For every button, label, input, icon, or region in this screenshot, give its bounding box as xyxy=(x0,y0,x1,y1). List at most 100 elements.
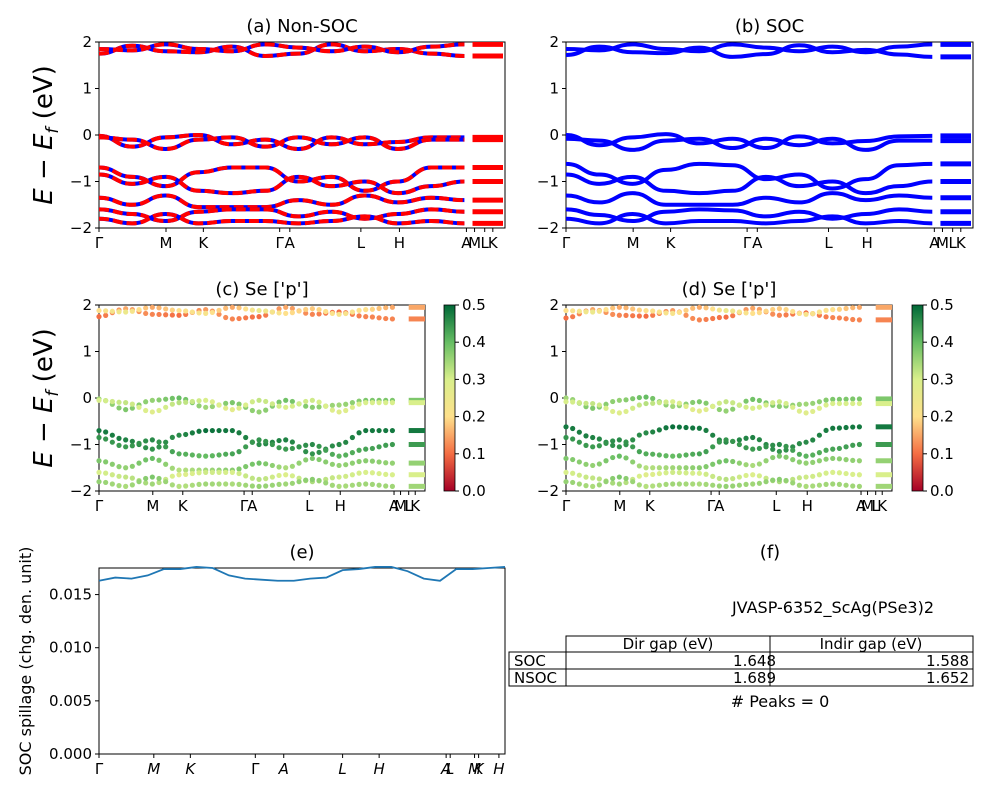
scatter-point xyxy=(830,314,836,321)
scatter-point xyxy=(343,407,349,414)
scatter-point xyxy=(223,469,229,475)
scatter-point xyxy=(630,396,636,402)
scatter-point xyxy=(683,424,689,431)
scatter-point xyxy=(630,479,636,485)
scatter-point xyxy=(203,481,209,487)
x-tick-label: H xyxy=(373,760,384,778)
scatter-point xyxy=(223,427,229,434)
scatter-point xyxy=(596,436,602,442)
scatter-point xyxy=(763,479,769,485)
scatter-point xyxy=(276,310,282,316)
scatter-point xyxy=(650,465,656,471)
scatter-point xyxy=(583,483,589,489)
scatter-point xyxy=(663,465,669,471)
scatter-point xyxy=(756,397,762,404)
scatter-point xyxy=(209,403,215,410)
scatter-point xyxy=(763,402,769,408)
x-tick-label: M xyxy=(147,760,160,778)
scatter-point xyxy=(169,395,175,401)
band-tail xyxy=(875,304,892,310)
scatter-point xyxy=(710,306,716,312)
band-tail xyxy=(875,424,892,430)
scatter-point xyxy=(163,396,169,402)
scatter-point xyxy=(323,459,329,465)
scatter-point xyxy=(216,481,222,487)
scatter-point xyxy=(703,406,709,413)
scatter-point xyxy=(736,474,742,480)
scatter-point xyxy=(636,449,642,455)
scatter-point xyxy=(309,441,315,448)
panel-title-e: (e) xyxy=(289,542,314,563)
scatter-point xyxy=(383,442,389,448)
scatter-point xyxy=(376,400,382,406)
scatter-point xyxy=(383,483,389,489)
scatter-point xyxy=(149,446,155,452)
scatter-point xyxy=(163,306,169,312)
scatter-point xyxy=(343,439,349,445)
scatter-point xyxy=(103,479,109,486)
scatter-point xyxy=(276,472,282,479)
scatter-point xyxy=(576,400,582,406)
scatter-point xyxy=(156,479,162,486)
scatter-point xyxy=(723,408,729,414)
scatter-point xyxy=(850,471,856,477)
scatter-point xyxy=(183,451,189,457)
scatter-point xyxy=(670,469,676,475)
scatter-point xyxy=(183,467,189,473)
scatter-point xyxy=(349,472,355,478)
scatter-point xyxy=(770,446,776,452)
scatter-point xyxy=(276,399,282,405)
scatter-point xyxy=(723,458,729,464)
scatter-point xyxy=(236,470,242,477)
scatter-point xyxy=(309,455,315,462)
scatter-point xyxy=(143,310,149,317)
scatter-point xyxy=(263,398,269,405)
scatter-point xyxy=(376,315,382,321)
scatter-point xyxy=(123,309,129,315)
scatter-point xyxy=(336,441,342,448)
scatter-point xyxy=(336,409,342,415)
scatter-point xyxy=(750,481,756,487)
scatter-point xyxy=(603,479,609,485)
scatter-point xyxy=(356,313,362,319)
scatter-point xyxy=(770,454,776,461)
ylabel-row2-main: E − E xyxy=(29,396,59,468)
scatter-point xyxy=(256,483,262,489)
x-tick-label: K xyxy=(645,497,656,515)
panel-f-subtitle: JVASP-6352_ScAg(PSe3)2 xyxy=(731,598,934,618)
scatter-point xyxy=(856,441,863,448)
scatter-point xyxy=(136,460,142,466)
scatter-point xyxy=(289,480,295,486)
scatter-point xyxy=(383,400,389,406)
scatter-point xyxy=(796,475,802,481)
scatter-point xyxy=(803,453,809,459)
band-tail xyxy=(875,317,892,323)
scatter-point xyxy=(96,469,102,475)
scatter-point xyxy=(636,307,642,313)
scatter-point xyxy=(743,462,749,468)
scatter-point xyxy=(163,461,169,467)
scatter-point xyxy=(149,437,155,443)
scatter-point xyxy=(283,404,289,410)
scatter-point xyxy=(816,450,822,456)
scatter-point xyxy=(716,459,722,465)
scatter-point xyxy=(843,444,849,450)
y-tick-label: −1 xyxy=(70,173,92,191)
scatter-point xyxy=(663,399,669,405)
scatter-point xyxy=(156,475,162,482)
scatter-point xyxy=(149,474,155,480)
scatter-point xyxy=(349,460,355,466)
band-line xyxy=(566,136,933,152)
scatter-point xyxy=(123,437,129,443)
scatter-point xyxy=(570,314,576,320)
scatter-point xyxy=(196,403,202,409)
scatter-point xyxy=(656,309,662,315)
scatter-point xyxy=(363,446,369,452)
scatter-point xyxy=(183,431,189,438)
scatter-point xyxy=(216,469,222,475)
scatter-point xyxy=(329,402,335,408)
scatter-point xyxy=(123,474,129,480)
scatter-point xyxy=(109,308,115,314)
scatter-point xyxy=(269,474,275,480)
scatter-point xyxy=(236,405,242,411)
